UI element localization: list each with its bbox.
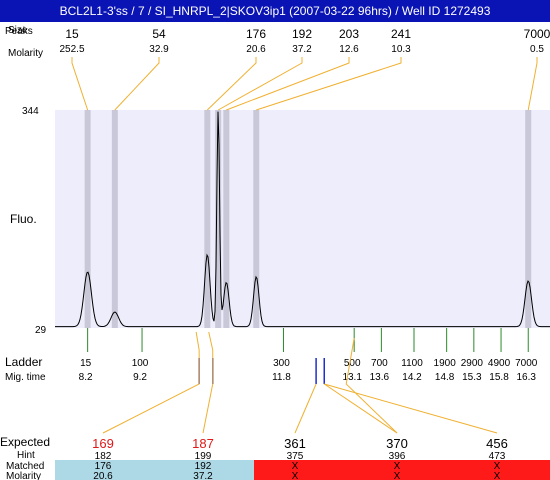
peak-connector [71, 57, 89, 111]
matched-fail-bar [254, 460, 550, 480]
hint-row-label: Hint [17, 450, 35, 461]
ladder-mig-time-label: 8.2 [79, 372, 93, 383]
peak-connector [226, 57, 350, 111]
peak-size-label: 192 [292, 27, 312, 41]
ladder-size-label: 1900 [434, 358, 457, 369]
ladder-size-label: 2900 [461, 358, 484, 369]
matched-row-label: Matched [6, 461, 44, 472]
peak-size-label: 176 [246, 27, 266, 41]
ladder-size-label: 15 [80, 358, 92, 369]
expected-connector [102, 331, 200, 434]
ladder-mig-time-label: 15.3 [462, 372, 482, 383]
expected-size-label: 370 [386, 436, 408, 451]
matched-molarity-value: X [292, 471, 299, 480]
expected-connector [324, 383, 498, 434]
matched-value: 176 [95, 461, 112, 472]
ladder-row-label: Ladder [5, 355, 42, 369]
expected-connector [202, 331, 214, 434]
ladder-size-label: 500 [344, 358, 361, 369]
molarity-bottom-row-label: Molarity [6, 471, 41, 480]
peak-molarity-label: 12.6 [339, 44, 359, 55]
molarity-row-label: Molarity [8, 48, 43, 59]
hint-value: 473 [489, 451, 506, 462]
peak-connector [114, 57, 160, 111]
peak-connector [206, 57, 257, 111]
ladder-size-label: 1100 [401, 358, 423, 369]
peak-molarity-label: 252.5 [59, 44, 84, 55]
peak-molarity-label: 20.6 [246, 44, 266, 55]
ladder-size-label: 100 [132, 358, 149, 369]
expected-connector [345, 337, 398, 434]
peak-band [84, 110, 91, 328]
peak-band [525, 110, 532, 328]
hint-value: 199 [195, 451, 212, 462]
ladder-mig-time-label: 14.8 [435, 372, 455, 383]
size-row-label: Size [8, 25, 28, 36]
ladder-size-label: 300 [273, 358, 290, 369]
hint-value: 375 [287, 451, 304, 462]
peak-molarity-label: 37.2 [292, 44, 312, 55]
matched-molarity-value: X [394, 471, 401, 480]
peak-molarity-label: 0.5 [530, 44, 544, 55]
expected-size-label: 187 [192, 436, 214, 451]
y-axis-bottom-label: 29 [35, 325, 47, 336]
peak-connector [217, 57, 303, 111]
expected-size-label: 361 [284, 436, 306, 451]
ladder-size-label: 7000 [515, 358, 538, 369]
peak-band [223, 110, 230, 328]
expected-row-label: Expected [0, 435, 50, 449]
peak-connector [527, 57, 538, 111]
matched-molarity-value: 37.2 [193, 471, 213, 480]
mig-time-row-label: Mig. time [5, 372, 46, 383]
peak-connector [256, 57, 402, 111]
peak-band [253, 110, 260, 328]
peak-size-label: 15 [65, 27, 79, 41]
window-title: BCL2L1-3'ss / 7 / SI_HNRPL_2|SKOV3ip1 (2… [0, 0, 550, 22]
matched-ok-bar [55, 460, 254, 480]
peak-molarity-label: 10.3 [391, 44, 411, 55]
peak-band [215, 110, 222, 328]
matched-molarity-value: 20.6 [93, 471, 113, 480]
ladder-mig-time-label: 13.6 [370, 372, 390, 383]
peak-size-label: 7000 [524, 27, 550, 41]
ladder-mig-time-label: 11.8 [272, 372, 291, 383]
ladder-mig-time-label: 14.2 [402, 372, 422, 383]
expected-size-label: 169 [92, 436, 114, 451]
hint-value: 396 [389, 451, 406, 462]
matched-value: X [292, 461, 299, 472]
plot-background [55, 110, 550, 328]
y-axis-title: Fluo. [10, 212, 37, 226]
peak-size-label: 241 [391, 27, 411, 41]
peak-band [111, 110, 118, 328]
matched-value: X [394, 461, 401, 472]
peak-size-label: 54 [152, 27, 166, 41]
peak-size-label: 203 [339, 27, 359, 41]
y-axis-top-label: 344 [22, 106, 39, 117]
matched-molarity-value: X [494, 471, 501, 480]
peak-band [204, 110, 211, 328]
ladder-mig-time-label: 16.3 [517, 372, 537, 383]
peak-molarity-label: 32.9 [149, 44, 169, 55]
ladder-mig-time-label: 9.2 [133, 372, 147, 383]
ladder-mig-time-label: 13.1 [342, 372, 362, 383]
expected-size-label: 456 [486, 436, 508, 451]
expected-connector [294, 383, 317, 434]
hint-value: 182 [95, 451, 112, 462]
expected-connector [323, 383, 398, 434]
peaks-row-label: Peaks [5, 26, 33, 37]
ladder-size-label: 700 [371, 358, 388, 369]
ladder-size-label: 4900 [488, 358, 511, 369]
matched-value: 192 [195, 461, 212, 472]
fluorescence-trace [55, 111, 550, 328]
matched-value: X [494, 461, 501, 472]
ladder-mig-time-label: 15.8 [489, 372, 509, 383]
